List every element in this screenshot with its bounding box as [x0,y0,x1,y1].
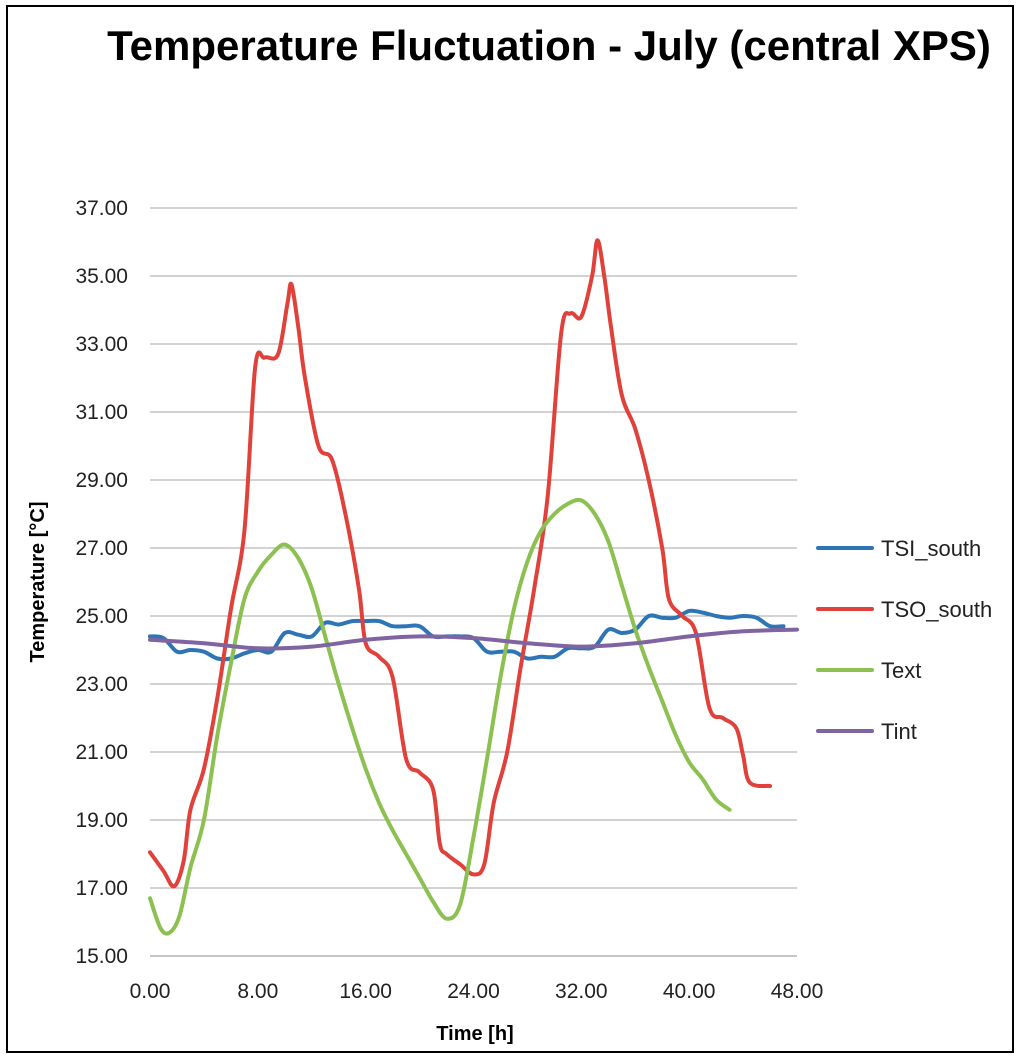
x-axis-label: Time [h] [436,1023,513,1045]
x-tick-label: 40.00 [663,980,716,1003]
legend-label-tint: Tint [881,719,917,744]
legend-label-tsi-south: TSI_south [881,536,981,561]
y-tick-label: 15.00 [75,945,128,968]
x-tick-label: 8.00 [237,980,278,1003]
y-tick-label: 31.00 [75,401,128,424]
legend-label-tso-south: TSO_south [881,597,992,622]
legend: TSI_south TSO_south Text Tint [816,536,992,744]
y-axis-tick-labels: 15.00 17.00 19.00 21.00 23.00 25.00 27.00 29.00… [75,197,128,968]
series-line-text [148,497,732,936]
y-tick-label: 25.00 [75,605,128,628]
y-tick-label: 21.00 [75,741,128,764]
y-tick-label: 29.00 [75,469,128,492]
y-tick-label: 35.00 [75,265,128,288]
x-tick-label: 0.00 [130,980,171,1003]
x-axis-tick-labels: 0.00 8.00 16.00 24.00 32.00 40.00 48.00 [130,980,824,1003]
y-tick-label: 27.00 [75,537,128,560]
x-tick-label: 32.00 [555,980,608,1003]
series-line-tint [148,627,799,651]
y-tick-label: 33.00 [75,333,128,356]
y-tick-label: 37.00 [75,197,128,220]
chart-frame [6,5,1014,1053]
series-lines [148,238,799,936]
legend-label-text: Text [881,658,921,683]
y-axis-label: Temperature [°C] [27,502,49,663]
x-tick-label: 16.00 [339,980,392,1003]
y-tick-label: 17.00 [75,877,128,900]
x-tick-label: 24.00 [447,980,500,1003]
chart-title: Temperature Fluctuation - July (central … [107,22,991,69]
x-tick-label: 48.00 [771,980,824,1003]
y-tick-label: 23.00 [75,673,128,696]
series-line-tso-south [148,238,772,889]
y-tick-label: 19.00 [75,809,128,832]
